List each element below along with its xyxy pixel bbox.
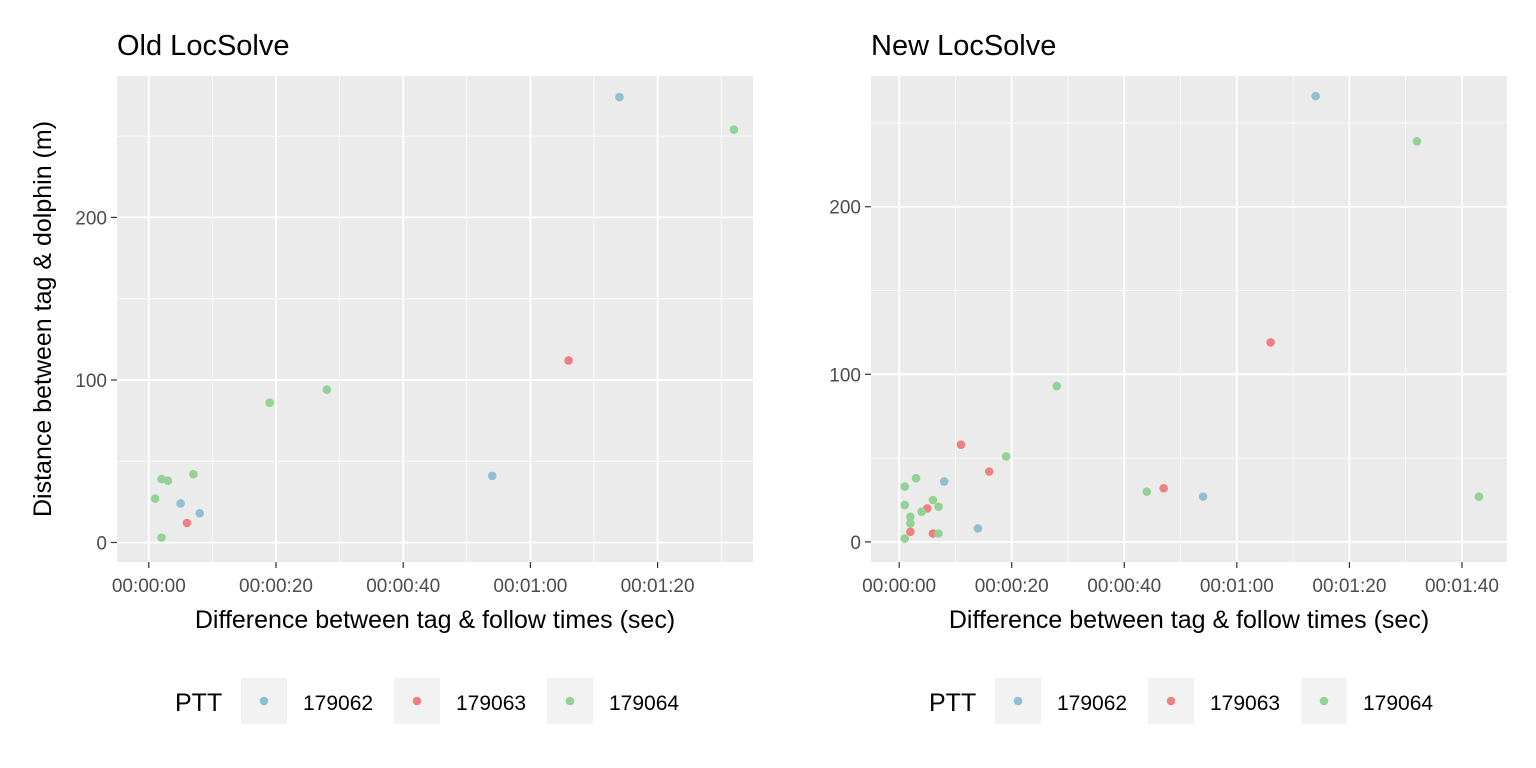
legend: PTT 179062 179063 179064 <box>175 678 679 724</box>
data-point-179064 <box>1412 137 1422 146</box>
legend-marker-179062 <box>1013 696 1023 706</box>
gridlines <box>117 76 753 562</box>
data-point-179064 <box>928 495 938 505</box>
data-point-179064 <box>900 482 910 491</box>
legend-label-179063: 179063 <box>1210 692 1280 715</box>
data-point-179062 <box>1198 492 1208 501</box>
y-tick-label: 0 <box>96 533 107 554</box>
x-tick-label: 00:00:00 <box>862 576 936 597</box>
data-point-179064 <box>906 512 915 522</box>
data-point-179062 <box>176 499 185 508</box>
data-point-179063 <box>1266 338 1275 347</box>
data-point-179064 <box>900 500 910 510</box>
x-tick-label: 00:00:20 <box>239 576 313 597</box>
data-point-179063 <box>956 440 966 449</box>
x-axis-label: Difference between tag & follow times (s… <box>195 606 675 634</box>
data-point-179064 <box>1474 492 1484 501</box>
data-point-179064 <box>1001 452 1011 461</box>
legend-marker-179063 <box>1166 696 1176 706</box>
data-point-179063 <box>984 467 994 476</box>
data-point-179062 <box>939 477 949 486</box>
y-tick-label: 100 <box>75 371 107 392</box>
data-point-179062 <box>487 471 497 481</box>
data-point-179063 <box>564 356 573 365</box>
data-point-179064 <box>906 519 915 528</box>
legend-label-179062: 179062 <box>1057 692 1127 715</box>
y-tick-label: 200 <box>75 208 107 229</box>
plot-background <box>871 76 1507 562</box>
data-point-179064 <box>150 494 160 503</box>
x-tick-label: 00:01:20 <box>621 576 695 597</box>
legend: PTT 179062 179063 179064 <box>929 678 1433 724</box>
data-point-179062 <box>973 524 983 533</box>
legend-marker-179064 <box>1319 696 1329 706</box>
legend-title: PTT <box>175 689 222 717</box>
data-point-179063 <box>906 527 915 537</box>
x-tick-label: 00:00:40 <box>366 576 440 597</box>
data-points <box>900 91 1484 543</box>
x-tick-label: 00:00:40 <box>1087 576 1161 597</box>
data-point-179063 <box>1159 483 1168 493</box>
data-point-179064 <box>1142 487 1152 496</box>
legend-label-179064: 179064 <box>609 692 679 715</box>
data-point-179064 <box>265 398 274 408</box>
data-point-179064 <box>189 469 198 479</box>
data-point-179064 <box>163 476 173 486</box>
legend-marker-179064 <box>565 696 575 706</box>
data-point-179064 <box>1052 381 1062 391</box>
data-point-179064 <box>934 529 943 538</box>
plot-background <box>117 76 753 562</box>
data-point-179064 <box>911 473 921 483</box>
legend-label-179063: 179063 <box>456 692 526 715</box>
legend-label-179064: 179064 <box>1363 692 1433 715</box>
panel-title: New LocSolve <box>871 30 1056 62</box>
legend-marker-179063 <box>412 696 422 706</box>
data-point-179064 <box>157 533 166 542</box>
x-tick-label: 00:00:00 <box>112 576 186 597</box>
panel-old-locsolve: Old LocSolve 00:00:00 00:00:20 00:00:40 00:… <box>29 30 753 724</box>
data-point-179064 <box>322 385 332 395</box>
legend-title: PTT <box>929 689 976 717</box>
data-point-179064 <box>900 534 910 543</box>
y-tick-label: 200 <box>829 198 861 219</box>
data-point-179064 <box>934 502 943 511</box>
panel-new-locsolve: New LocSolve 00:00:00 00:00:20 00:00:40 00:… <box>829 30 1507 724</box>
data-point-179062 <box>195 508 204 518</box>
x-tick-label: 00:00:20 <box>975 576 1049 597</box>
legend-marker-179062 <box>259 696 269 706</box>
x-tick-label: 00:01:20 <box>1312 576 1386 597</box>
x-axis-ticks: 00:00:00 00:00:20 00:00:40 00:01:00 00:01:20 <box>112 562 695 597</box>
y-tick-label: 0 <box>850 533 861 554</box>
x-axis-label: Difference between tag & follow times (s… <box>949 606 1429 634</box>
x-tick-label: 00:01:40 <box>1425 576 1499 597</box>
data-point-179064 <box>917 507 926 517</box>
y-axis-ticks: 0 100 200 <box>829 198 871 554</box>
data-points <box>150 92 739 542</box>
x-tick-label: 00:01:00 <box>1200 576 1274 597</box>
gridlines <box>871 76 1507 562</box>
data-point-179062 <box>615 92 624 102</box>
data-point-179063 <box>182 518 192 528</box>
legend-label-179062: 179062 <box>303 692 373 715</box>
y-axis-ticks: 0 100 200 <box>75 208 117 554</box>
data-point-179062 <box>1311 91 1320 101</box>
data-point-179064 <box>729 125 739 134</box>
y-tick-label: 100 <box>829 365 861 386</box>
y-axis-label: Distance between tag & dolphin (m) <box>29 121 57 517</box>
panel-title: Old LocSolve <box>117 30 290 62</box>
x-tick-label: 00:01:00 <box>493 576 567 597</box>
x-axis-ticks: 00:00:00 00:00:20 00:00:40 00:01:00 00:01:20… <box>862 562 1499 597</box>
